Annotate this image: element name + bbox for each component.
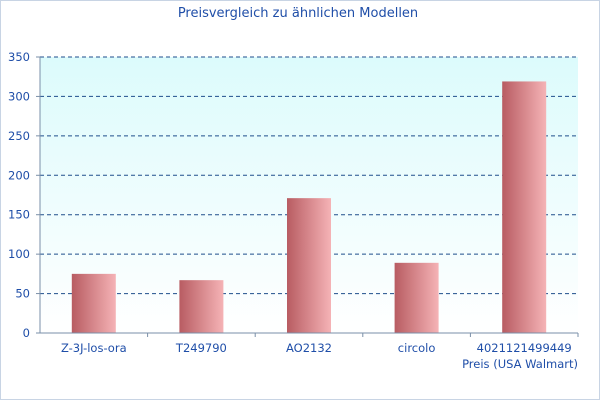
bar-3 bbox=[394, 262, 439, 333]
y-tick-label: 250 bbox=[8, 129, 30, 143]
y-tick-label: 150 bbox=[8, 208, 30, 222]
y-tick-label: 300 bbox=[8, 89, 30, 103]
bar-2 bbox=[287, 198, 331, 333]
bar-1 bbox=[179, 280, 224, 333]
y-tick-label: 100 bbox=[8, 247, 30, 261]
x-tick-label: 4021121499449 bbox=[477, 341, 572, 355]
x-axis-label: Preis (USA Walmart) bbox=[462, 357, 578, 371]
x-tick-label: AO2132 bbox=[286, 341, 332, 355]
bars bbox=[71, 81, 547, 334]
x-tick-label: circolo bbox=[398, 341, 436, 355]
y-tick-label: 350 bbox=[8, 50, 30, 64]
y-tick-labels: 0 50 100 150 200 250 300 350 bbox=[8, 50, 40, 340]
y-tick-label: 200 bbox=[8, 168, 30, 182]
y-tick-label: 50 bbox=[15, 287, 30, 301]
bar-4 bbox=[502, 81, 547, 334]
y-tick-label: 0 bbox=[23, 326, 30, 340]
x-tick-labels: Z-3J-los-ora T249790 AO2132 circolo 40211214… bbox=[61, 333, 579, 355]
bar-0 bbox=[71, 273, 116, 333]
x-tick-label: T249790 bbox=[175, 341, 227, 355]
chart-title: Preisvergleich zu ähnlichen Modellen bbox=[178, 6, 418, 21]
x-tick-label: Z-3J-los-ora bbox=[61, 341, 127, 355]
